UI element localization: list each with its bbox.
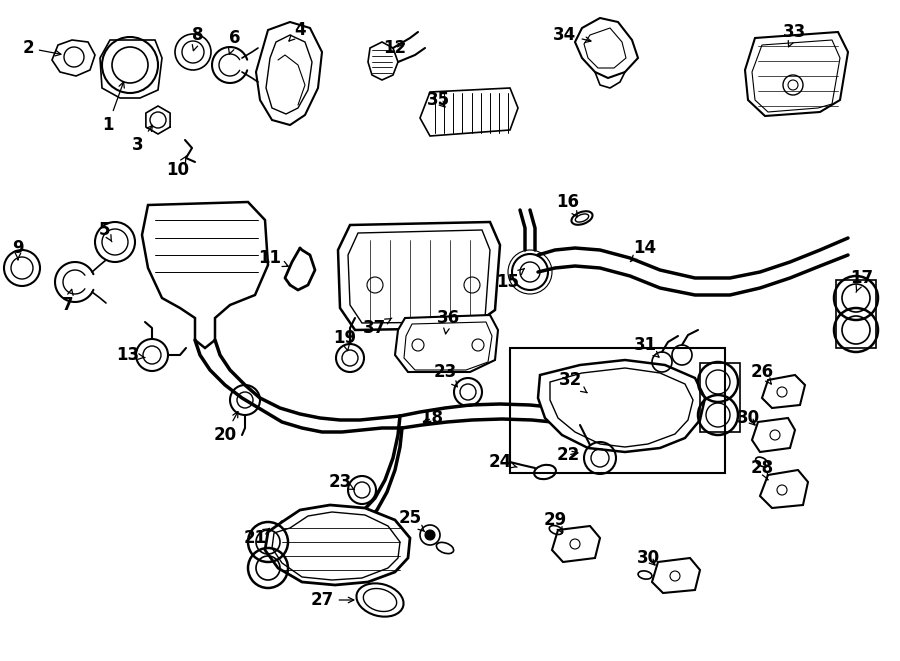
- Text: 21: 21: [243, 528, 269, 547]
- Text: 26: 26: [751, 363, 774, 384]
- Text: 30: 30: [636, 549, 660, 567]
- Text: 24: 24: [489, 453, 518, 471]
- Text: 4: 4: [289, 21, 306, 41]
- Text: 31: 31: [634, 336, 659, 357]
- Text: 16: 16: [556, 193, 580, 217]
- Text: 10: 10: [166, 156, 190, 179]
- Text: 3: 3: [132, 126, 152, 154]
- Text: 14: 14: [630, 239, 657, 262]
- Text: 37: 37: [364, 318, 392, 337]
- Text: 25: 25: [399, 509, 425, 531]
- Text: 29: 29: [544, 511, 567, 533]
- Polygon shape: [538, 360, 705, 452]
- Text: 17: 17: [850, 269, 874, 292]
- Polygon shape: [142, 202, 268, 348]
- Text: 5: 5: [99, 221, 112, 242]
- Text: 20: 20: [213, 412, 238, 444]
- Circle shape: [425, 530, 435, 540]
- Ellipse shape: [356, 584, 403, 617]
- Text: 35: 35: [427, 91, 450, 109]
- Text: 2: 2: [22, 39, 61, 57]
- Text: 18: 18: [420, 409, 444, 427]
- Text: 9: 9: [13, 239, 23, 260]
- Polygon shape: [395, 315, 498, 372]
- Text: 1: 1: [103, 82, 124, 134]
- Text: 33: 33: [783, 23, 806, 47]
- Polygon shape: [265, 505, 410, 585]
- Text: 19: 19: [333, 329, 356, 351]
- Text: 11: 11: [258, 249, 288, 267]
- Text: 22: 22: [556, 446, 580, 464]
- Text: 13: 13: [116, 346, 145, 364]
- Text: 36: 36: [436, 309, 460, 334]
- Text: 23: 23: [434, 363, 457, 387]
- Text: 15: 15: [497, 268, 525, 291]
- Text: 8: 8: [193, 26, 203, 51]
- Text: 12: 12: [383, 39, 407, 57]
- Bar: [510, 348, 725, 473]
- Text: 28: 28: [751, 459, 774, 480]
- Text: 23: 23: [328, 473, 355, 491]
- Text: 30: 30: [736, 409, 760, 427]
- Text: 32: 32: [558, 371, 587, 393]
- Text: 7: 7: [62, 290, 74, 314]
- Text: 27: 27: [310, 591, 354, 609]
- Text: 34: 34: [554, 26, 591, 44]
- Polygon shape: [338, 222, 500, 330]
- Text: 6: 6: [229, 29, 241, 54]
